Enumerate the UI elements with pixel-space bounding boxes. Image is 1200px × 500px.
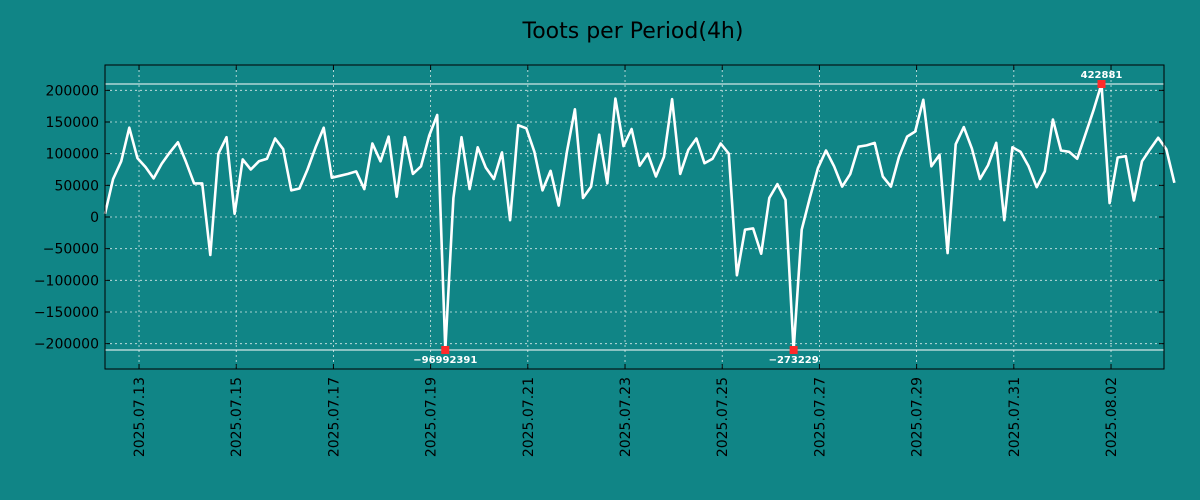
series-layer <box>103 82 1176 352</box>
series-line-toots <box>103 82 1176 352</box>
x-tick-label: 2025.07.13 <box>132 377 148 457</box>
extreme-marker <box>789 346 798 354</box>
x-tick-label: 2025.07.21 <box>521 377 537 457</box>
y-tick-label: −200000 <box>34 337 99 353</box>
x-tick-label: 2025.07.27 <box>812 377 828 457</box>
extreme-marker <box>441 346 450 354</box>
extreme-label: 422881 <box>1081 70 1123 81</box>
y-tick-label: 0 <box>90 210 99 226</box>
x-tick-label: 2025.07.25 <box>715 377 731 457</box>
y-tick-label: 150000 <box>46 115 99 131</box>
extreme-label: −273229 <box>769 355 819 366</box>
x-tick-label: 2025.07.23 <box>618 377 634 457</box>
extreme-label: −96992391 <box>413 355 477 366</box>
x-tick-label: 2025.07.29 <box>910 377 926 457</box>
y-tick-label: −100000 <box>34 273 99 289</box>
y-tick-label: −50000 <box>43 242 99 258</box>
y-tick-label: 200000 <box>46 83 99 99</box>
reference-lines <box>105 83 1164 351</box>
x-tick-label: 2025.08.02 <box>1104 377 1120 457</box>
x-tick-label: 2025.07.19 <box>424 377 440 457</box>
y-tick-label: 100000 <box>46 147 99 163</box>
y-tick-label: −150000 <box>34 305 99 321</box>
extreme-marker <box>1097 80 1106 88</box>
y-tick-label: 50000 <box>54 178 99 194</box>
markers-layer: −96992391 −273229 422881 <box>413 70 1122 366</box>
x-tick-label: 2025.07.15 <box>229 377 245 457</box>
y-axis: 200000 150000 100000 50000 0 −50000 −100000 −15… <box>34 83 1164 353</box>
x-axis: 2025.07.13 2025.07.15 2025.07.17 2025.07.19… <box>132 65 1120 457</box>
x-tick-label: 2025.07.17 <box>326 377 342 457</box>
grid <box>105 65 1164 369</box>
chart-title: Toots per Period(4h) <box>522 19 744 44</box>
x-tick-label: 2025.07.31 <box>1007 377 1023 457</box>
